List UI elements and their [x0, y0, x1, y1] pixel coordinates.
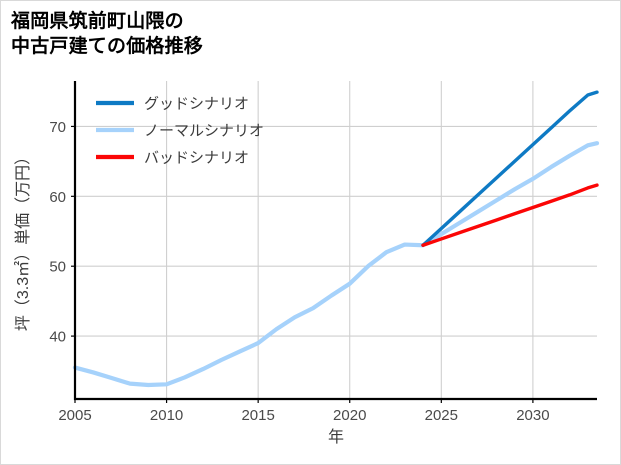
y-axis-ticks: 40 50 60 70: [49, 119, 75, 346]
y-tick-label-40: 40: [49, 329, 66, 346]
axis-titles: 年 坪（3.3㎡）単価（万円）: [14, 149, 344, 446]
x-tick-label-2005: 2005: [58, 407, 91, 424]
series-line-ノーマルシナリオ: [72, 141, 600, 388]
x-tick-label-2010: 2010: [150, 407, 183, 424]
x-tick-label-2030: 2030: [516, 407, 549, 424]
legend-label-ノーマルシナリオ: ノーマルシナリオ: [144, 123, 264, 140]
x-axis-ticks: 2005 2010 2015 2020 2025 2030: [58, 399, 550, 424]
legend-label-グッドシナリオ: グッドシナリオ: [144, 96, 249, 113]
legend-label-バッドシナリオ: バッドシナリオ: [144, 150, 249, 167]
gridlines-group: [75, 81, 597, 399]
y-tick-label-70: 70: [49, 119, 66, 136]
series-line-バッドシナリオ: [421, 183, 599, 247]
series-line-グッドシナリオ: [421, 90, 599, 247]
y-axis-title: 坪（3.3㎡）単価（万円）: [14, 149, 32, 331]
x-axis-title: 年: [328, 428, 344, 446]
x-tick-label-2015: 2015: [241, 407, 274, 424]
y-tick-label-60: 60: [49, 189, 66, 206]
chart-title: 福岡県筑前町山隈の 中古戸建ての価格推移: [11, 11, 204, 58]
x-tick-label-2025: 2025: [425, 407, 458, 424]
series-group: [72, 90, 600, 388]
y-tick-label-50: 50: [49, 259, 66, 276]
x-tick-label-2020: 2020: [333, 407, 366, 424]
